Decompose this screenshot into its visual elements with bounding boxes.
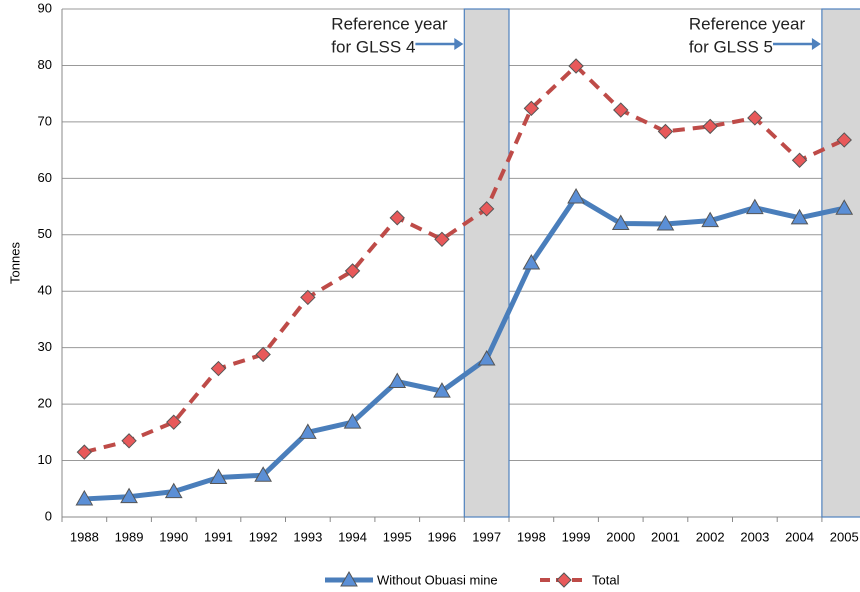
x-tick-label: 2001 [651, 529, 680, 544]
x-tick-label: 2003 [740, 529, 769, 544]
marker [76, 444, 93, 460]
x-tick-label: 1997 [472, 529, 501, 544]
x-tick-label: 1990 [159, 529, 188, 544]
marker [254, 466, 273, 482]
annotation-arrowhead [811, 38, 821, 50]
reference-band [463, 8, 510, 518]
marker [298, 423, 317, 439]
x-tick-label: 2005 [830, 529, 859, 544]
reference-band [821, 8, 860, 518]
marker [522, 253, 541, 270]
y-tick-label: 40 [38, 283, 52, 298]
series-line [84, 194, 845, 502]
marker [835, 199, 854, 215]
marker [568, 58, 584, 74]
y-tick-label: 70 [38, 113, 52, 128]
legend-marker [556, 572, 572, 588]
x-tick-label: 1988 [70, 529, 99, 544]
legend-marker [340, 570, 358, 587]
x-tick-label: 1992 [249, 529, 278, 544]
y-tick-label: 60 [38, 170, 52, 185]
y-tick-label: 0 [45, 508, 52, 523]
marker [343, 413, 362, 429]
marker [613, 102, 629, 118]
x-tick-label: 1991 [204, 529, 233, 544]
annotation-text: for GLSS 5 [689, 37, 773, 56]
marker [701, 211, 720, 228]
marker [344, 263, 361, 279]
marker [433, 382, 451, 398]
marker [790, 208, 809, 225]
marker [477, 349, 496, 366]
marker [791, 152, 808, 168]
x-tick-label: 2000 [606, 529, 635, 544]
marker [478, 201, 495, 217]
x-tick-label: 2004 [785, 529, 814, 544]
marker [656, 215, 675, 231]
legend-label: Without Obuasi mine [377, 572, 498, 587]
y-tick-label: 80 [38, 57, 52, 72]
y-tick-label: 20 [38, 396, 52, 411]
x-tick-label: 1999 [562, 529, 591, 544]
x-tick-label: 1996 [427, 529, 456, 544]
x-tick-label: 1993 [293, 529, 322, 544]
x-tick-label: 1995 [383, 529, 412, 544]
marker [210, 360, 227, 377]
marker [567, 187, 585, 204]
marker [836, 132, 852, 148]
annotation-text: for GLSS 4 [331, 37, 415, 56]
marker [121, 433, 137, 449]
legend-label: Total [592, 572, 620, 587]
y-axis-label: Tonnes [7, 242, 22, 284]
marker [747, 110, 763, 126]
marker [164, 482, 183, 499]
y-tick-label: 30 [38, 339, 52, 354]
marker [702, 118, 718, 135]
marker [166, 414, 182, 430]
marker [388, 372, 407, 389]
x-tick-label: 2002 [696, 529, 725, 544]
y-tick-label: 10 [38, 452, 52, 467]
marker [523, 100, 540, 117]
marker [300, 289, 316, 306]
series-line [83, 64, 846, 455]
marker [611, 214, 630, 230]
marker [209, 468, 228, 484]
marker [75, 489, 94, 506]
x-tick-label: 1998 [517, 529, 546, 544]
marker [434, 231, 450, 248]
marker [120, 487, 138, 504]
y-tick-label: 90 [38, 0, 52, 15]
marker [255, 346, 271, 363]
marker [657, 123, 674, 140]
annotation-arrowhead [454, 38, 464, 50]
marker [745, 198, 764, 215]
annotation-text: Reference year [689, 14, 806, 33]
annotation-text: Reference year [331, 14, 448, 33]
marker [389, 210, 405, 226]
x-tick-label: 1994 [338, 529, 367, 544]
y-tick-label: 50 [38, 226, 52, 241]
x-tick-label: 1989 [115, 529, 144, 544]
